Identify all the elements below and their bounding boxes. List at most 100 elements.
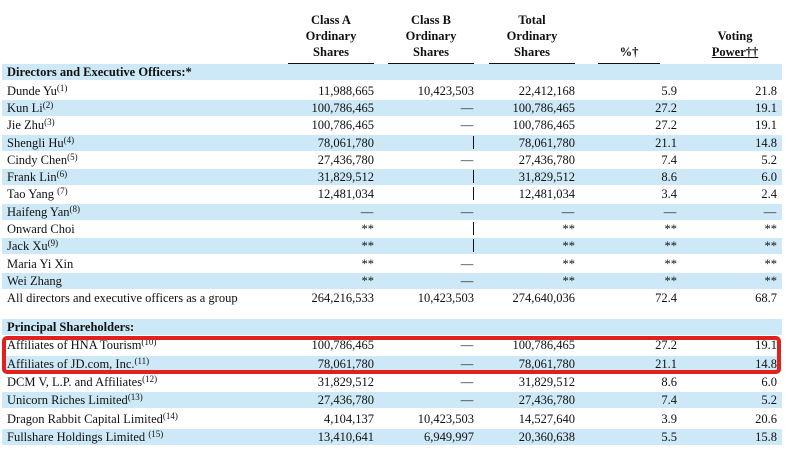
header-total-line1: Total <box>518 13 546 27</box>
row-name-text: Jack Xu <box>7 239 48 254</box>
section-title: Principal Shareholders: <box>2 318 782 335</box>
class-b-value-dash: — <box>460 152 474 167</box>
pct-value: 27.2 <box>655 338 677 353</box>
class-b-value <box>472 238 474 254</box>
footnote-ref: (3) <box>44 117 55 128</box>
total-value: ** <box>562 239 576 254</box>
class-a-value: 12,481,034 <box>317 187 374 202</box>
footnote-ref: (9) <box>47 238 59 249</box>
header-rule-class-b <box>388 63 474 64</box>
voting-value: 21.8 <box>755 83 777 98</box>
total-value: 78,061,780 <box>518 356 575 371</box>
class-b-value-bar <box>472 170 474 184</box>
table-row: Haifeng Yan(8) — — — — — <box>2 203 782 220</box>
class-b-value-dash: — <box>460 393 474 408</box>
table-row: Frank Lin(6) 31,829,512 31,829,512 8.6 6.0 <box>2 169 782 186</box>
header-total-line3: Shares <box>514 45 550 59</box>
row-name: Wei Zhang <box>7 273 62 289</box>
class-a-value: 78,061,780 <box>317 356 374 371</box>
class-a-value: 4,104,137 <box>324 411 374 426</box>
total-value: 78,061,780 <box>518 135 575 150</box>
total-value: ** <box>562 256 576 271</box>
header-pct: %† <box>604 44 654 60</box>
footnote-ref: (1) <box>56 82 68 93</box>
class-a-value: ** <box>361 239 375 254</box>
table-row: Cindy Chen(5) 27,436,780 — 27,436,780 7.4 5.2 <box>2 152 782 168</box>
footnote-ref: (7) <box>57 186 68 197</box>
pct-value: 27.2 <box>655 118 677 133</box>
row-name: Dragon Rabbit Capital Limited(14) <box>7 411 178 427</box>
footnote-ref: (5) <box>67 151 78 162</box>
table-row: Tao Yang (7) 12,481,034 12,481,034 3.4 2.4 <box>2 186 782 202</box>
class-a-value: ** <box>361 222 375 236</box>
row-name-text: Cindy Chen <box>7 152 68 167</box>
pct-value-dash: — <box>663 204 677 219</box>
table-row: Shengli Hu(4) 78,061,780 78,061,780 21.1 14.… <box>2 134 782 151</box>
class-a-value: 13,410,641 <box>317 429 374 444</box>
pct-value: 5.5 <box>661 429 677 444</box>
class-b-value: 6,949,997 <box>424 429 474 444</box>
row-name: Affiliates of JD.com, Inc.(11) <box>7 356 149 372</box>
table-row: Onward Choi ** ** ** ** <box>2 221 782 237</box>
highlight-box <box>2 336 781 374</box>
class-b-value-dash: — <box>460 375 474 389</box>
header-rule-pct <box>598 63 660 64</box>
section-title-label: Principal Shareholders: <box>7 319 135 334</box>
footnote-ref: (10) <box>141 337 157 348</box>
header-class-a-line1: Class A <box>311 13 351 27</box>
footnote-ref: (8) <box>69 203 81 214</box>
row-name-text: Frank Lin <box>7 170 57 185</box>
class-b-value-dash: — <box>460 256 474 271</box>
voting-value-dash: — <box>763 204 777 219</box>
pct-value: 21.1 <box>655 135 677 150</box>
voting-value: 19.1 <box>755 338 777 353</box>
total-value: 274,640,036 <box>512 291 576 306</box>
row-name: All directors and executive officers as … <box>7 290 238 306</box>
row-name-text: Wei Zhang <box>7 273 62 288</box>
section-title-label: Directors and Executive Officers:* <box>7 65 192 79</box>
row-name-text: Fullshare Holdings Limited <box>7 429 149 444</box>
total-value: 100,786,465 <box>512 338 576 353</box>
class-b-value-dash: — <box>460 356 474 371</box>
voting-value: 19.1 <box>755 100 777 115</box>
total-value: 100,786,465 <box>512 118 576 133</box>
total-value: ** <box>562 222 576 236</box>
voting-value: ** <box>764 256 778 271</box>
row-name: Haifeng Yan(8) <box>7 204 80 220</box>
pct-value: ** <box>664 222 678 236</box>
class-a-value: 31,829,512 <box>317 375 374 389</box>
total-value: 20,360,638 <box>518 429 575 444</box>
class-a-value: 27,436,780 <box>317 152 374 167</box>
row-name: Frank Lin(6) <box>7 169 67 185</box>
row-name: Onward Choi <box>7 221 75 237</box>
table-row: Dunde Yu(1) 11,988,665 10,423,503 22,412,16… <box>2 83 782 99</box>
class-b-value-dash: — <box>460 273 474 288</box>
total-value: 22,412,168 <box>518 83 575 98</box>
pct-value: 5.9 <box>661 83 677 98</box>
header-class-b-line1: Class B <box>411 13 451 27</box>
row-name: DCM V, L.P. and Affiliates(12) <box>7 374 157 390</box>
table-row: Unicorn Riches Limited(13) 27,436,780 — 27,… <box>2 392 782 409</box>
table-row: Kun Li(2) 100,786,465 — 100,786,465 27.2 19.1 <box>2 99 782 116</box>
header-voting: Voting Power†† <box>700 28 770 60</box>
class-b-value-dash: — <box>460 204 474 219</box>
header-class-b-line2: Ordinary <box>405 29 457 43</box>
total-value: 27,436,780 <box>518 393 575 408</box>
class-b-value: — <box>460 356 474 372</box>
total-value: 31,829,512 <box>518 375 575 389</box>
class-b-value: — <box>460 256 474 272</box>
pct-value: ** <box>664 273 678 288</box>
row-name: Shengli Hu(4) <box>7 135 74 151</box>
row-name-text: Affiliates of JD.com, Inc. <box>7 356 135 371</box>
header-rule-class-a <box>288 63 374 64</box>
class-b-value <box>472 186 474 202</box>
class-a-value: ** <box>361 256 375 271</box>
class-b-value: 10,423,503 <box>417 291 474 306</box>
row-name-text: Haifeng Yan <box>7 204 70 219</box>
row-name-text: Jie Zhu <box>7 118 45 133</box>
pct-value: 27.2 <box>655 100 677 115</box>
class-b-value: — <box>460 392 474 408</box>
class-a-value: ** <box>361 273 375 288</box>
pct-value: ** <box>664 239 678 254</box>
class-a-value: 264,216,533 <box>311 291 375 306</box>
